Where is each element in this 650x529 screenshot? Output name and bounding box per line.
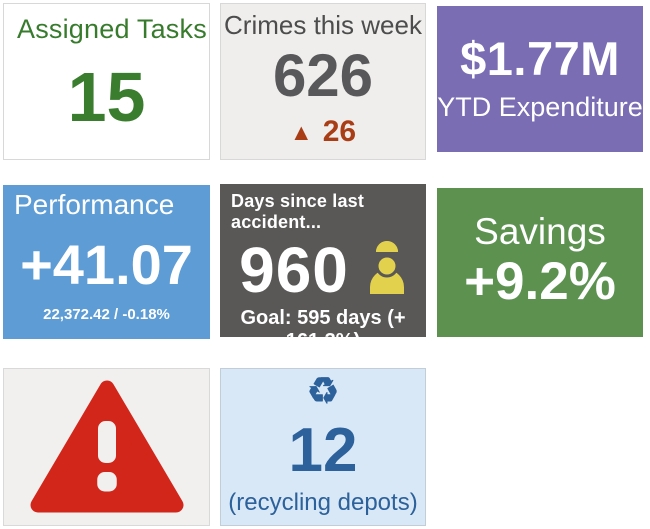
- indicator-assigned-tasks: Assigned Tasks 15: [3, 3, 210, 160]
- recycling-value: 12: [288, 415, 358, 485]
- safety-value: 960: [239, 234, 349, 306]
- performance-detail: 22,372.42 / -0.18%: [43, 306, 170, 323]
- indicator-expenditure: $1.77M YTD Expenditure: [437, 6, 643, 152]
- performance-title: Performance: [14, 189, 175, 220]
- crimes-delta: ▲ 26: [290, 115, 356, 159]
- safety-value-row: 960: [231, 233, 415, 307]
- performance-value: +41.07: [20, 233, 193, 296]
- safety-goal: Goal: 595 days (+ 161.3%): [240, 307, 406, 337]
- safety-title: Days since last accident...: [231, 191, 365, 232]
- warning-triangle-icon: [26, 376, 188, 519]
- assigned-tasks-value: 15: [67, 58, 146, 136]
- indicator-alert: [3, 368, 210, 526]
- worker-icon: [367, 241, 407, 299]
- indicator-safety: Days since last accident... 960 Goal: 59…: [220, 184, 426, 337]
- indicator-performance: Performance +41.07 22,372.42 / -0.18%: [3, 185, 210, 339]
- indicator-crimes: Crimes this week 626 ▲ 26: [220, 3, 426, 160]
- expenditure-label: YTD Expenditure: [437, 92, 643, 122]
- savings-title: Savings: [474, 210, 606, 252]
- indicator-recycling: ♻ 12 (recycling depots): [220, 368, 426, 526]
- recycle-icon: ♻: [306, 370, 340, 411]
- savings-value: +9.2%: [464, 252, 616, 312]
- up-triangle-icon: ▲: [289, 118, 313, 145]
- recycling-label: (recycling depots): [228, 489, 418, 516]
- assigned-tasks-title: Assigned Tasks: [17, 14, 207, 44]
- expenditure-value: $1.77M: [460, 32, 620, 85]
- indicator-savings: Savings +9.2%: [437, 188, 643, 337]
- crimes-delta-value: 26: [322, 115, 357, 148]
- crimes-value: 626: [272, 41, 374, 109]
- crimes-title: Crimes this week: [224, 10, 422, 40]
